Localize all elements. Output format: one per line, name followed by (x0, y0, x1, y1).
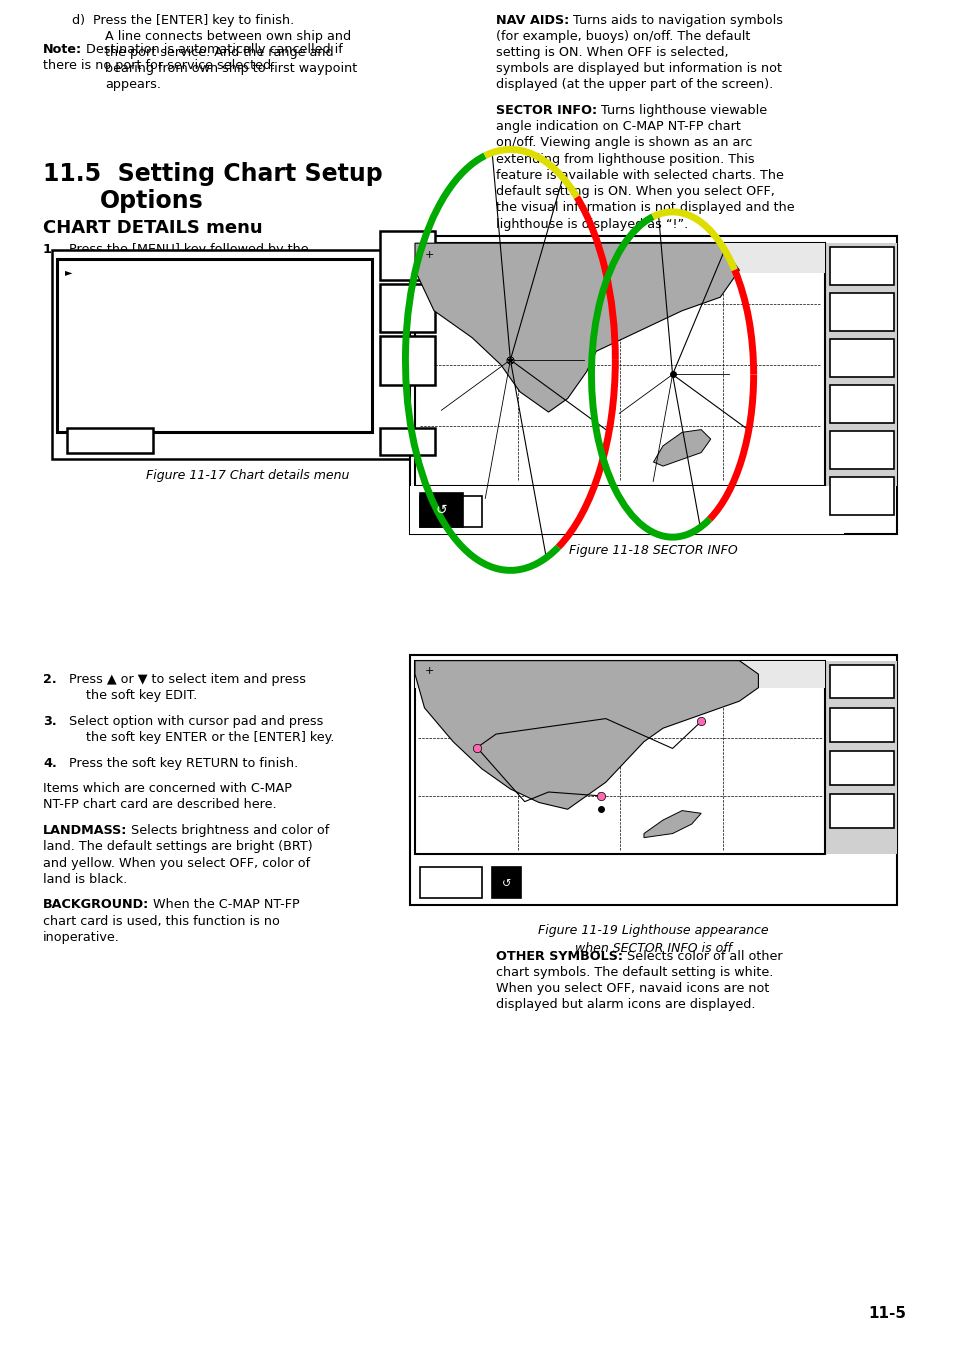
Text: Figure 11-18 SECTOR INFO: Figure 11-18 SECTOR INFO (569, 544, 737, 558)
Text: When you select OFF, navaid icons are not: When you select OFF, navaid icons are no… (496, 982, 769, 996)
Text: 4.: 4. (43, 757, 56, 770)
Text: Items which are concerned with C-MAP: Items which are concerned with C-MAP (43, 782, 292, 796)
Text: CHART DETAILS menu: CHART DETAILS menu (43, 219, 262, 236)
Bar (829, 477, 893, 515)
Text: inoperative.: inoperative. (43, 931, 120, 944)
Text: Turns aids to navigation symbols: Turns aids to navigation symbols (569, 14, 782, 27)
Text: on/off. Viewing angle is shown as an arc: on/off. Viewing angle is shown as an arc (496, 136, 752, 150)
Text: ►: ► (65, 267, 72, 277)
Text: BACKGROUND:: BACKGROUND: (43, 898, 149, 912)
Bar (410, 655, 896, 905)
Bar (824, 661, 896, 854)
Text: the soft key ENTER or the [ENTER] key.: the soft key ENTER or the [ENTER] key. (86, 731, 334, 744)
Bar (824, 243, 896, 486)
Bar (419, 496, 481, 527)
Text: LANDMASS:: LANDMASS: (43, 824, 127, 838)
Bar (410, 236, 896, 534)
Text: land. The default settings are bright (BRT): land. The default settings are bright (B… (43, 840, 313, 854)
Text: default setting is ON. When you select OFF,: default setting is ON. When you select O… (496, 185, 774, 199)
Text: bearing from own ship to first waypoint: bearing from own ship to first waypoint (105, 62, 356, 76)
Bar (415, 243, 824, 486)
Text: and yellow. When you select OFF, color of: and yellow. When you select OFF, color o… (43, 857, 310, 870)
Text: displayed (at the upper part of the screen).: displayed (at the upper part of the scre… (496, 78, 773, 92)
Bar (415, 243, 824, 273)
Bar (57, 259, 372, 432)
Bar (829, 247, 893, 285)
Text: SECTOR INFO:: SECTOR INFO: (496, 104, 597, 118)
Text: +: + (424, 666, 434, 676)
Text: symbols are displayed but information is not: symbols are displayed but information is… (496, 62, 781, 76)
Text: CHART DETAILS.: CHART DETAILS. (86, 276, 190, 289)
Bar (829, 751, 893, 785)
Text: Destination is automatically cancelled if: Destination is automatically cancelled i… (82, 43, 342, 57)
Bar (379, 336, 435, 385)
Text: 11.5  Setting Chart Setup: 11.5 Setting Chart Setup (43, 162, 382, 186)
Text: ↺: ↺ (501, 878, 511, 889)
Bar (419, 867, 481, 898)
Text: 1.: 1. (43, 243, 56, 257)
Text: NT-FP chart card are described here.: NT-FP chart card are described here. (43, 798, 276, 812)
Text: soft keys CHART SETUP OPTIONS and: soft keys CHART SETUP OPTIONS and (86, 259, 324, 273)
Bar (829, 339, 893, 377)
Text: land is black.: land is black. (43, 873, 127, 886)
Bar (379, 284, 435, 332)
Polygon shape (643, 811, 700, 838)
Bar (829, 708, 893, 742)
Text: appears.: appears. (105, 78, 161, 92)
Bar (829, 665, 893, 698)
Text: the port service. And the range and: the port service. And the range and (105, 46, 334, 59)
Text: 3.: 3. (43, 715, 56, 728)
Text: Options: Options (100, 189, 204, 213)
Text: Note:: Note: (43, 43, 82, 57)
Text: Press ▲ or ▼ to select item and press: Press ▲ or ▼ to select item and press (56, 673, 305, 686)
Text: when SECTOR INFO is off: when SECTOR INFO is off (575, 942, 731, 955)
Text: there is no port for service selected.: there is no port for service selected. (43, 59, 274, 73)
Polygon shape (415, 243, 739, 412)
Text: the visual information is not displayed and the: the visual information is not displayed … (496, 201, 794, 215)
Text: (for example, buoys) on/off. The default: (for example, buoys) on/off. The default (496, 30, 750, 43)
Polygon shape (415, 661, 758, 809)
Text: 2.: 2. (43, 673, 56, 686)
Bar (379, 231, 435, 280)
Bar (829, 385, 893, 423)
Text: Selects color of all other: Selects color of all other (622, 950, 781, 963)
Text: +: + (424, 250, 434, 259)
Text: lighthouse is displayed as “!”.: lighthouse is displayed as “!”. (496, 218, 688, 231)
Text: Figure 11-17 Chart details menu: Figure 11-17 Chart details menu (146, 469, 350, 482)
Bar (415, 661, 824, 854)
Text: d)  Press the [ENTER] key to finish.: d) Press the [ENTER] key to finish. (71, 14, 294, 27)
Text: feature is available with selected charts. The: feature is available with selected chart… (496, 169, 783, 182)
Text: Selects brightness and color of: Selects brightness and color of (127, 824, 329, 838)
Polygon shape (653, 430, 710, 466)
Text: the soft key EDIT.: the soft key EDIT. (86, 689, 197, 703)
Text: Select option with cursor pad and press: Select option with cursor pad and press (56, 715, 323, 728)
Text: A line connects between own ship and: A line connects between own ship and (105, 30, 351, 43)
Text: Press the [MENU] key followed by the: Press the [MENU] key followed by the (56, 243, 308, 257)
Bar (67, 428, 152, 453)
Bar (829, 431, 893, 469)
Bar (829, 293, 893, 331)
Bar (410, 486, 843, 534)
Text: angle indication on C-MAP NT-FP chart: angle indication on C-MAP NT-FP chart (496, 120, 740, 134)
Text: chart symbols. The default setting is white.: chart symbols. The default setting is wh… (496, 966, 773, 979)
Text: When the C-MAP NT-FP: When the C-MAP NT-FP (149, 898, 299, 912)
Text: ↺: ↺ (435, 503, 447, 517)
Text: Press the soft key RETURN to finish.: Press the soft key RETURN to finish. (56, 757, 297, 770)
Bar (415, 661, 824, 688)
Text: OTHER SYMBOLS:: OTHER SYMBOLS: (496, 950, 622, 963)
Bar (492, 867, 520, 898)
Text: Turns lighthouse viewable: Turns lighthouse viewable (597, 104, 766, 118)
Text: extending from lighthouse position. This: extending from lighthouse position. This (496, 153, 754, 166)
Bar (52, 250, 443, 459)
Bar (419, 493, 462, 527)
Text: NAV AIDS:: NAV AIDS: (496, 14, 569, 27)
Bar (829, 794, 893, 828)
Text: displayed but alarm icons are displayed.: displayed but alarm icons are displayed. (496, 998, 755, 1012)
Text: 11-5: 11-5 (867, 1306, 905, 1321)
Text: Figure 11-19 Lighthouse appearance: Figure 11-19 Lighthouse appearance (537, 924, 768, 938)
Text: chart card is used, this function is no: chart card is used, this function is no (43, 915, 279, 928)
Bar (379, 428, 435, 455)
Text: setting is ON. When OFF is selected,: setting is ON. When OFF is selected, (496, 46, 728, 59)
